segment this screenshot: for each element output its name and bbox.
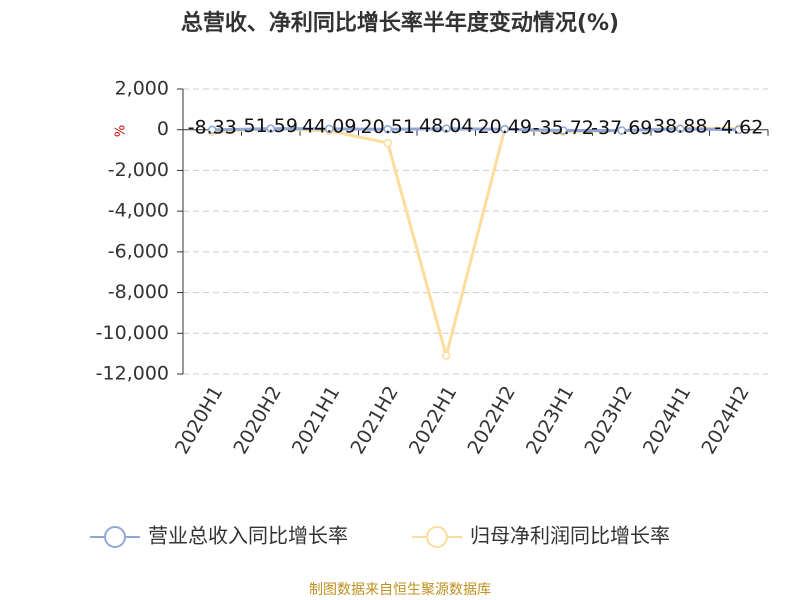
legend-marker	[426, 526, 448, 548]
data-label: 48.04	[419, 115, 473, 137]
source-note: 制图数据来自恒生聚源数据库	[309, 582, 491, 598]
data-label: 20.51	[361, 116, 415, 138]
data-point	[208, 125, 217, 135]
y-tick-label: -2,000	[108, 159, 169, 181]
y-tick-label: -12,000	[96, 363, 169, 385]
y-tick-label: 2,000	[115, 78, 169, 100]
data-point	[500, 125, 509, 134]
data-point	[383, 138, 392, 148]
data-point	[676, 124, 685, 134]
y-tick-label: -8,000	[108, 281, 169, 303]
x-tick-label: 2023H2	[580, 382, 636, 458]
y-tick-label: -4,000	[108, 200, 169, 222]
x-tick-label: 2023H1	[522, 382, 578, 458]
y-axis-label: %	[114, 125, 129, 137]
data-point	[559, 126, 568, 135]
x-tick-label: 2020H1	[171, 382, 227, 458]
chart-title: 总营收、净利同比增长率半年度变动情况(%)	[181, 10, 619, 36]
data-label: -35.72	[533, 117, 594, 139]
data-label: 51.59	[244, 115, 298, 137]
x-tick-label: 2021H1	[288, 382, 344, 458]
y-tick-label: -10,000	[96, 322, 169, 344]
data-label: -4.62	[714, 116, 763, 138]
data-label: 38.88	[653, 115, 707, 137]
x-tick-label: 2021H2	[346, 382, 402, 458]
legend-label: 归母净利润同比增长率	[470, 524, 670, 548]
data-point	[325, 124, 334, 134]
x-tick-label: 2022H2	[463, 382, 519, 458]
y-tick-label: -6,000	[108, 240, 169, 262]
x-tick-label: 2024H1	[639, 382, 695, 458]
data-point	[442, 124, 451, 133]
data-label: 44.09	[302, 115, 356, 137]
data-point	[734, 125, 743, 135]
legend-marker	[104, 526, 126, 548]
data-label: -8.33	[188, 116, 237, 138]
x-tick-label: 2024H2	[697, 382, 753, 458]
series-line	[212, 127, 739, 132]
data-point	[442, 351, 451, 360]
x-tick-label: 2022H1	[405, 382, 461, 458]
data-point	[266, 124, 275, 133]
data-label: 20.49	[478, 116, 532, 138]
series-line	[212, 126, 739, 362]
legend-label: 营业总收入同比增长率	[148, 524, 348, 548]
x-tick-label: 2020H2	[229, 382, 285, 458]
data-point	[617, 126, 626, 135]
data-label: -37.69	[591, 117, 652, 139]
y-tick-label: 0	[157, 118, 169, 140]
data-point	[383, 125, 392, 134]
